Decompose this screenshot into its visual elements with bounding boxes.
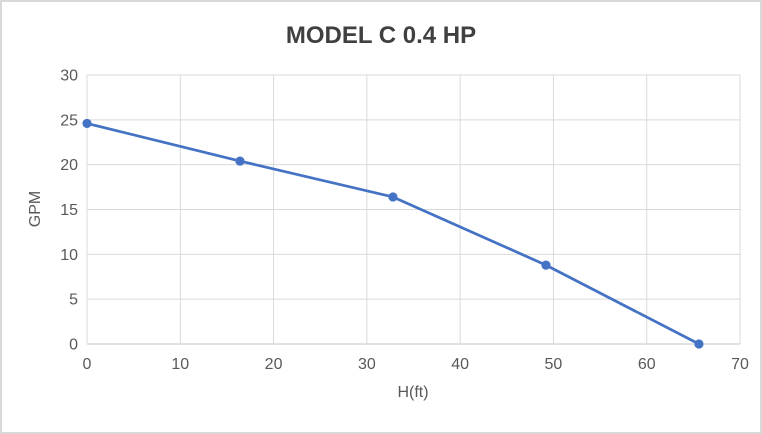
chart-title: MODEL C 0.4 HP bbox=[285, 22, 477, 49]
y-tick-label: 25 bbox=[60, 112, 78, 129]
x-tick-label: 40 bbox=[451, 356, 469, 373]
data-point bbox=[388, 192, 398, 202]
x-tick-label: 30 bbox=[358, 356, 376, 373]
data-point bbox=[694, 339, 704, 349]
data-point bbox=[235, 156, 245, 166]
y-tick-label: 30 bbox=[60, 68, 78, 85]
y-axis-title: GPM bbox=[27, 190, 44, 228]
x-axis-title: H(ft) bbox=[397, 384, 429, 401]
x-tick-label: 20 bbox=[265, 356, 283, 373]
y-tick-label: 20 bbox=[60, 157, 78, 174]
x-tick-label: 0 bbox=[83, 356, 92, 373]
y-tick-label: 10 bbox=[60, 247, 78, 264]
data-point bbox=[541, 260, 551, 270]
y-tick-label: 15 bbox=[60, 202, 78, 219]
x-tick-label: 10 bbox=[171, 356, 189, 373]
y-tick-label: 0 bbox=[69, 337, 78, 354]
x-tick-label: 70 bbox=[731, 356, 749, 373]
y-tick-label: 5 bbox=[69, 292, 78, 309]
data-point bbox=[82, 118, 92, 129]
x-tick-label: 60 bbox=[638, 356, 656, 373]
x-tick-label: 50 bbox=[545, 356, 563, 373]
series-line bbox=[85, 122, 701, 346]
